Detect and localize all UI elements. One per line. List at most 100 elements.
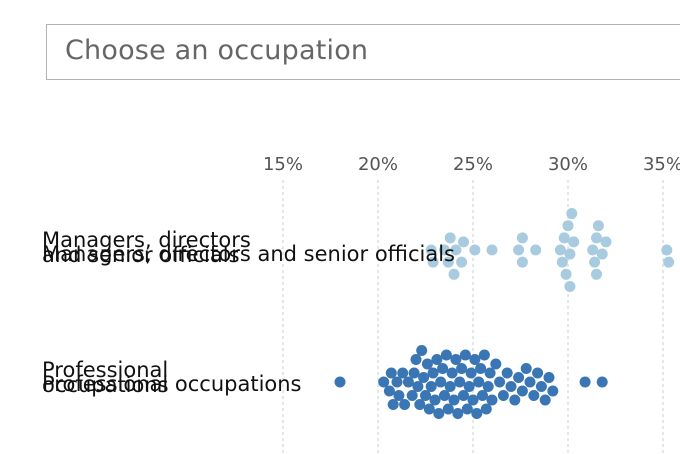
data-point-professional[interactable] bbox=[423, 403, 435, 415]
data-point-professional[interactable] bbox=[497, 390, 509, 401]
data-point-professional[interactable] bbox=[520, 363, 532, 374]
data-point-professional[interactable] bbox=[393, 390, 405, 401]
data-point-professional[interactable] bbox=[477, 390, 488, 401]
data-point-professional[interactable] bbox=[334, 376, 346, 388]
data-point-professional[interactable] bbox=[418, 372, 430, 383]
data-point-professional[interactable] bbox=[465, 367, 477, 379]
data-point-managers[interactable] bbox=[530, 244, 542, 256]
data-point-professional[interactable] bbox=[535, 381, 547, 392]
data-point-managers[interactable] bbox=[444, 232, 456, 244]
data-point-professional[interactable] bbox=[516, 385, 528, 397]
data-point-professional[interactable] bbox=[448, 394, 460, 406]
occupation-selector[interactable]: Choose an occupation bbox=[46, 24, 680, 80]
data-point-managers[interactable] bbox=[562, 220, 574, 232]
data-point-professional[interactable] bbox=[484, 367, 496, 379]
data-point-managers[interactable] bbox=[596, 248, 608, 260]
data-point-professional[interactable] bbox=[454, 376, 466, 388]
data-point-managers[interactable] bbox=[513, 244, 525, 256]
data-point-professional[interactable] bbox=[490, 358, 502, 370]
data-point-managers[interactable] bbox=[556, 256, 568, 268]
data-point-professional[interactable] bbox=[397, 367, 409, 379]
data-point-managers[interactable] bbox=[558, 232, 570, 244]
data-point-managers[interactable] bbox=[442, 256, 454, 268]
data-point-managers[interactable] bbox=[458, 236, 469, 248]
data-point-professional[interactable] bbox=[471, 408, 483, 419]
data-point-professional[interactable] bbox=[467, 394, 479, 406]
data-point-professional[interactable] bbox=[433, 408, 445, 419]
data-point-professional[interactable] bbox=[437, 363, 449, 374]
data-point-professional[interactable] bbox=[412, 381, 424, 392]
data-point-professional[interactable] bbox=[596, 376, 608, 388]
data-point-professional[interactable] bbox=[414, 399, 426, 410]
data-point-managers[interactable] bbox=[591, 232, 602, 244]
data-point-managers[interactable] bbox=[600, 236, 612, 248]
data-point-professional[interactable] bbox=[528, 390, 540, 401]
data-point-professional[interactable] bbox=[420, 390, 431, 401]
data-point-managers[interactable] bbox=[663, 256, 675, 268]
data-point-professional[interactable] bbox=[459, 349, 471, 361]
data-point-professional[interactable] bbox=[469, 354, 481, 365]
data-point-professional[interactable] bbox=[478, 349, 490, 361]
data-point-professional[interactable] bbox=[399, 399, 411, 410]
data-point-managers[interactable] bbox=[587, 244, 599, 256]
data-point-professional[interactable] bbox=[450, 354, 462, 365]
data-point-professional[interactable] bbox=[427, 367, 439, 379]
data-point-managers[interactable] bbox=[450, 244, 462, 256]
data-point-professional[interactable] bbox=[539, 394, 551, 406]
data-point-managers[interactable] bbox=[591, 268, 602, 280]
data-point-managers[interactable] bbox=[568, 236, 580, 248]
data-point-professional[interactable] bbox=[446, 367, 458, 379]
data-point-professional[interactable] bbox=[429, 394, 441, 406]
data-point-professional[interactable] bbox=[383, 385, 395, 397]
data-point-professional[interactable] bbox=[532, 367, 544, 379]
data-point-professional[interactable] bbox=[378, 376, 390, 388]
data-point-professional[interactable] bbox=[391, 376, 403, 388]
data-point-professional[interactable] bbox=[513, 372, 525, 383]
data-point-professional[interactable] bbox=[439, 390, 450, 401]
data-point-professional[interactable] bbox=[431, 354, 443, 365]
data-point-professional[interactable] bbox=[482, 381, 494, 392]
data-point-professional[interactable] bbox=[475, 363, 487, 374]
data-point-managers[interactable] bbox=[564, 280, 576, 292]
data-point-professional[interactable] bbox=[452, 408, 464, 419]
data-point-professional[interactable] bbox=[461, 403, 473, 415]
data-point-professional[interactable] bbox=[543, 372, 555, 383]
data-point-professional[interactable] bbox=[501, 367, 513, 379]
data-point-managers[interactable] bbox=[448, 268, 460, 280]
data-point-managers[interactable] bbox=[427, 256, 439, 268]
data-point-professional[interactable] bbox=[473, 376, 485, 388]
data-point-professional[interactable] bbox=[458, 390, 469, 401]
data-point-professional[interactable] bbox=[440, 349, 452, 361]
data-point-professional[interactable] bbox=[425, 381, 437, 392]
data-point-professional[interactable] bbox=[509, 394, 521, 406]
data-point-professional[interactable] bbox=[406, 390, 418, 401]
data-point-managers[interactable] bbox=[456, 256, 468, 268]
data-point-managers[interactable] bbox=[589, 256, 601, 268]
data-point-managers[interactable] bbox=[592, 220, 604, 232]
data-point-managers[interactable] bbox=[516, 232, 528, 244]
data-point-managers[interactable] bbox=[661, 244, 673, 256]
data-point-professional[interactable] bbox=[444, 381, 456, 392]
data-point-professional[interactable] bbox=[387, 399, 399, 410]
data-point-professional[interactable] bbox=[435, 376, 447, 388]
data-point-managers[interactable] bbox=[516, 256, 528, 268]
data-point-managers[interactable] bbox=[554, 244, 566, 256]
data-point-professional[interactable] bbox=[456, 363, 468, 374]
data-point-managers[interactable] bbox=[486, 244, 498, 256]
data-point-managers[interactable] bbox=[564, 248, 576, 260]
data-point-managers[interactable] bbox=[425, 244, 437, 256]
data-point-professional[interactable] bbox=[385, 367, 397, 379]
data-point-professional[interactable] bbox=[402, 376, 414, 388]
data-point-professional[interactable] bbox=[410, 354, 422, 365]
data-point-professional[interactable] bbox=[524, 376, 536, 388]
data-point-professional[interactable] bbox=[494, 376, 506, 388]
data-point-managers[interactable] bbox=[560, 268, 572, 280]
data-point-professional[interactable] bbox=[579, 376, 591, 388]
data-point-professional[interactable] bbox=[505, 381, 517, 392]
data-point-professional[interactable] bbox=[421, 358, 433, 370]
data-point-managers[interactable] bbox=[439, 244, 450, 256]
data-point-professional[interactable] bbox=[463, 381, 475, 392]
data-point-managers[interactable] bbox=[469, 244, 481, 256]
data-point-managers[interactable] bbox=[566, 208, 578, 220]
data-point-professional[interactable] bbox=[442, 403, 454, 415]
